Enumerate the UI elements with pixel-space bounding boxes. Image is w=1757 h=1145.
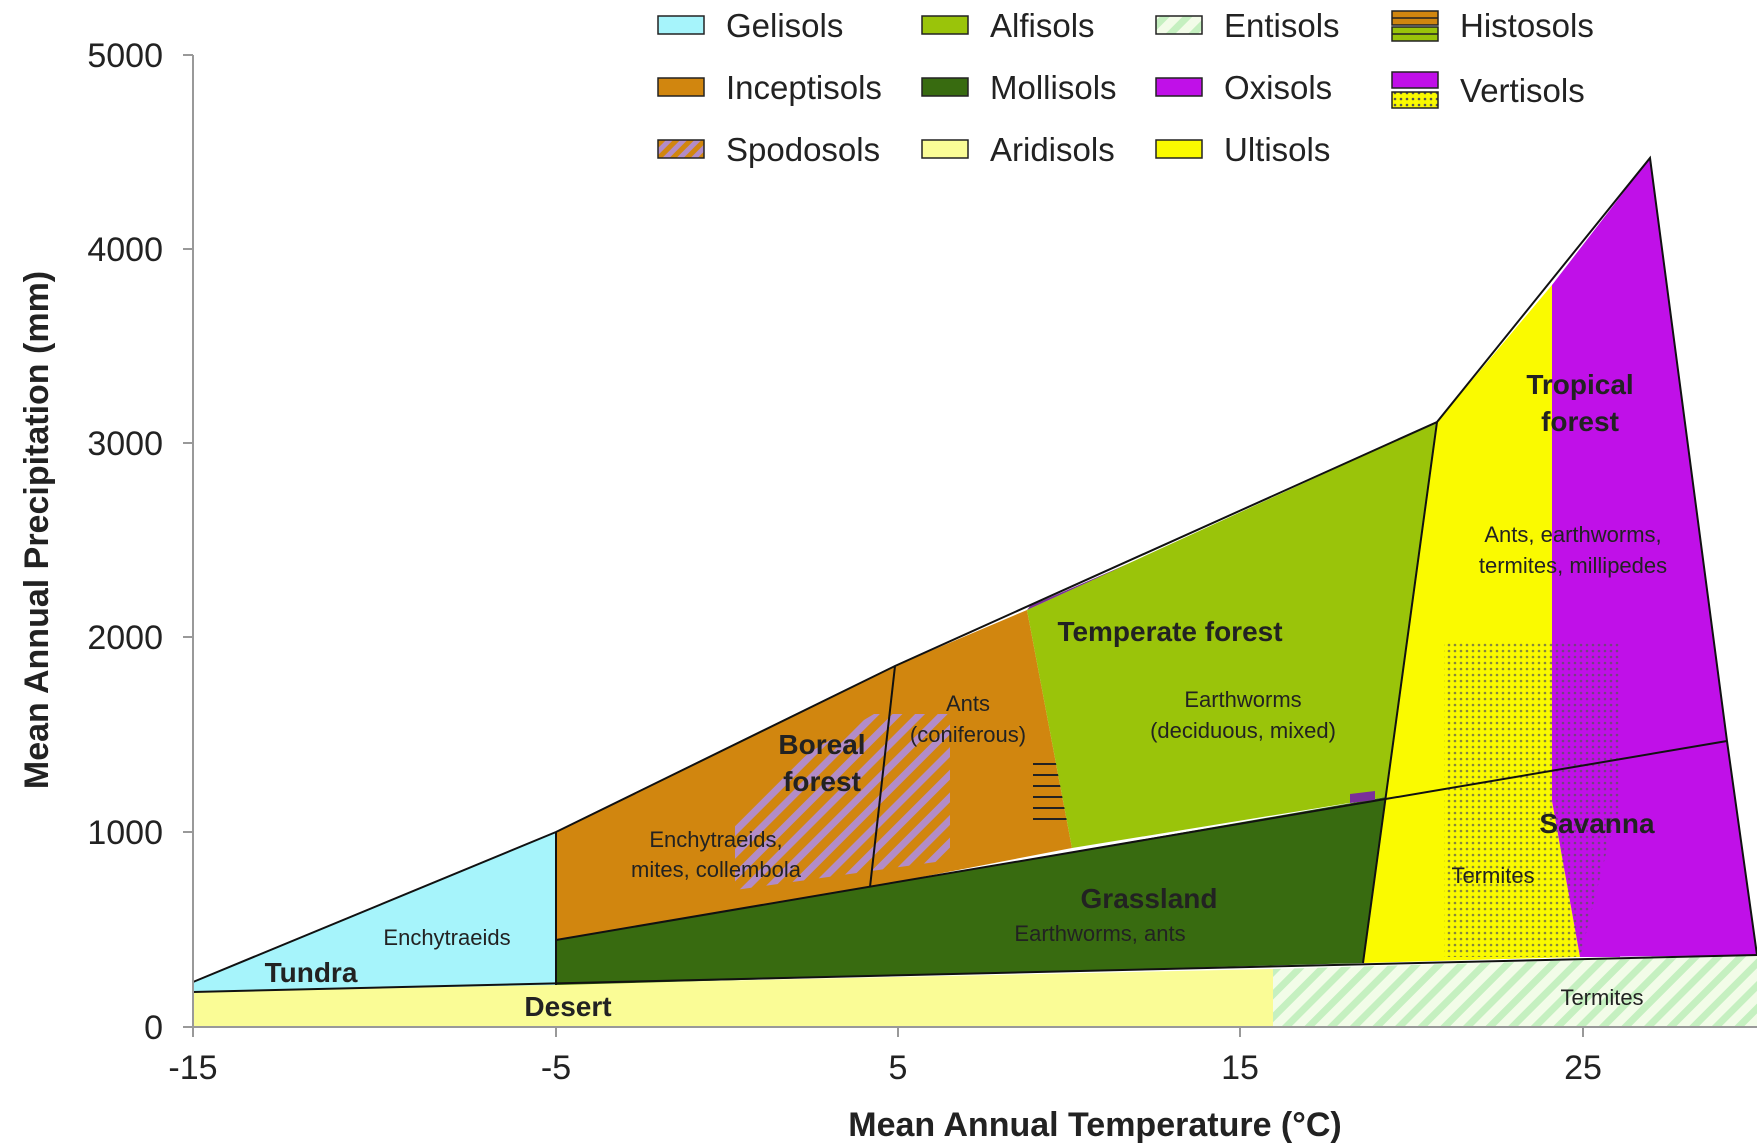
fauna-ants-line2: (coniferous) [910, 722, 1026, 747]
y-tick-label: 0 [144, 1009, 163, 1047]
legend-swatch [657, 15, 705, 35]
legend-item-histosols: Histosols [1391, 7, 1594, 44]
legend-swatch [1155, 15, 1203, 35]
biome-temperate-forest: Temperate forest [1057, 616, 1282, 647]
legend-label: Mollisols [990, 69, 1117, 106]
region-vertisols-savanna [1580, 830, 1620, 957]
y-tick-label: 3000 [87, 425, 163, 463]
x-ticks: -15 -5 5 15 25 [168, 1027, 1602, 1087]
legend-swatch [921, 15, 969, 35]
y-axis-title: Mean Annual Precipitation (mm) [18, 271, 56, 789]
legend-swatch [657, 139, 705, 159]
y-tick-label: 5000 [87, 37, 163, 75]
legend-label: Oxisols [1224, 69, 1332, 106]
region-aridisols [193, 969, 1273, 1027]
biome-savanna: Savanna [1539, 808, 1655, 839]
legend: Gelisols Alfisols Entisols Histosols Incepti… [657, 7, 1594, 168]
region-mollisols [556, 797, 1386, 985]
legend-item-alfisols: Alfisols [921, 7, 1095, 44]
legend-label: Alfisols [990, 7, 1095, 44]
biome-boreal-line2: forest [783, 766, 861, 797]
fauna-tropical-line1: Ants, earthworms, [1484, 522, 1661, 547]
x-tick-label: 25 [1564, 1049, 1602, 1087]
y-tick-label: 1000 [87, 814, 163, 852]
legend-swatch [657, 77, 705, 97]
fauna-boreal-line1: Enchytraeids, [649, 827, 782, 852]
legend-swatch [1155, 77, 1203, 97]
fauna-labels: Enchytraeids Enchytraeids, mites, collem… [383, 522, 1667, 1010]
legend-label: Vertisols [1460, 72, 1585, 109]
legend-swatch [1391, 71, 1439, 89]
y-tick-label: 4000 [87, 231, 163, 269]
fauna-tundra: Enchytraeids [383, 925, 510, 950]
legend-label: Gelisols [726, 7, 843, 44]
fauna-temperate-line2: (deciduous, mixed) [1150, 718, 1336, 743]
fauna-ants-line1: Ants [946, 691, 990, 716]
fauna-boreal-line2: mites, collembola [631, 857, 802, 882]
fauna-grassland: Earthworms, ants [1014, 921, 1185, 946]
fauna-savanna: Termites [1451, 863, 1534, 888]
legend-item-aridisols: Aridisols [921, 131, 1115, 168]
y-ticks: 0 1000 2000 3000 4000 5000 [87, 37, 193, 1047]
biome-labels: Tundra Desert Boreal forest Temperate fo… [265, 369, 1655, 1022]
axes: -15 -5 5 15 25 0 1000 2000 3000 4000 5000 Mean An… [18, 37, 1757, 1144]
fauna-desert: Termites [1560, 985, 1643, 1010]
legend-item-inceptisols: Inceptisols [657, 69, 882, 106]
region-vertisols-dotted [1444, 642, 1620, 957]
biome-tropical-line1: Tropical [1526, 369, 1633, 400]
legend-item-entisols: Entisols [1155, 7, 1340, 44]
legend-item-gelisols: Gelisols [657, 7, 843, 44]
legend-label: Spodosols [726, 131, 880, 168]
region-spodosols [735, 714, 950, 890]
fauna-tropical-line2: termites, millipedes [1479, 553, 1667, 578]
legend-item-ultisols: Ultisols [1155, 131, 1330, 168]
biome-boreal-line1: Boreal [778, 729, 865, 760]
legend-item-mollisols: Mollisols [921, 69, 1117, 106]
legend-swatch [921, 139, 969, 159]
legend-label: Aridisols [990, 131, 1115, 168]
biome-tundra: Tundra [265, 957, 358, 988]
y-tick-label: 2000 [87, 619, 163, 657]
fauna-temperate-line1: Earthworms [1184, 687, 1301, 712]
soil-regions [193, 158, 1757, 1027]
region-entisols [1273, 955, 1757, 1027]
legend-item-vertisols: Vertisols [1391, 71, 1585, 109]
x-axis-title: Mean Annual Temperature (°C) [848, 1106, 1341, 1144]
biome-grassland: Grassland [1081, 883, 1218, 914]
legend-swatch [1391, 91, 1439, 109]
biome-desert: Desert [524, 991, 611, 1022]
legend-item-spodosols: Spodosols [657, 131, 880, 168]
x-tick-label: -5 [541, 1049, 571, 1087]
region-mollisols-speck [1350, 791, 1375, 803]
legend-label: Entisols [1224, 7, 1340, 44]
legend-label: Histosols [1460, 7, 1594, 44]
x-tick-label: -15 [168, 1049, 217, 1087]
x-tick-label: 5 [889, 1049, 908, 1087]
legend-item-oxisols: Oxisols [1155, 69, 1332, 106]
legend-label: Ultisols [1224, 131, 1330, 168]
region-alfisols [1027, 422, 1437, 848]
region-alfisols-sliver [1027, 563, 1130, 610]
legend-swatch [921, 77, 969, 97]
region-gelisols [193, 832, 556, 992]
legend-label: Inceptisols [726, 69, 882, 106]
legend-swatch [1155, 139, 1203, 159]
x-tick-label: 15 [1221, 1049, 1259, 1087]
biome-tropical-line2: forest [1541, 406, 1619, 437]
